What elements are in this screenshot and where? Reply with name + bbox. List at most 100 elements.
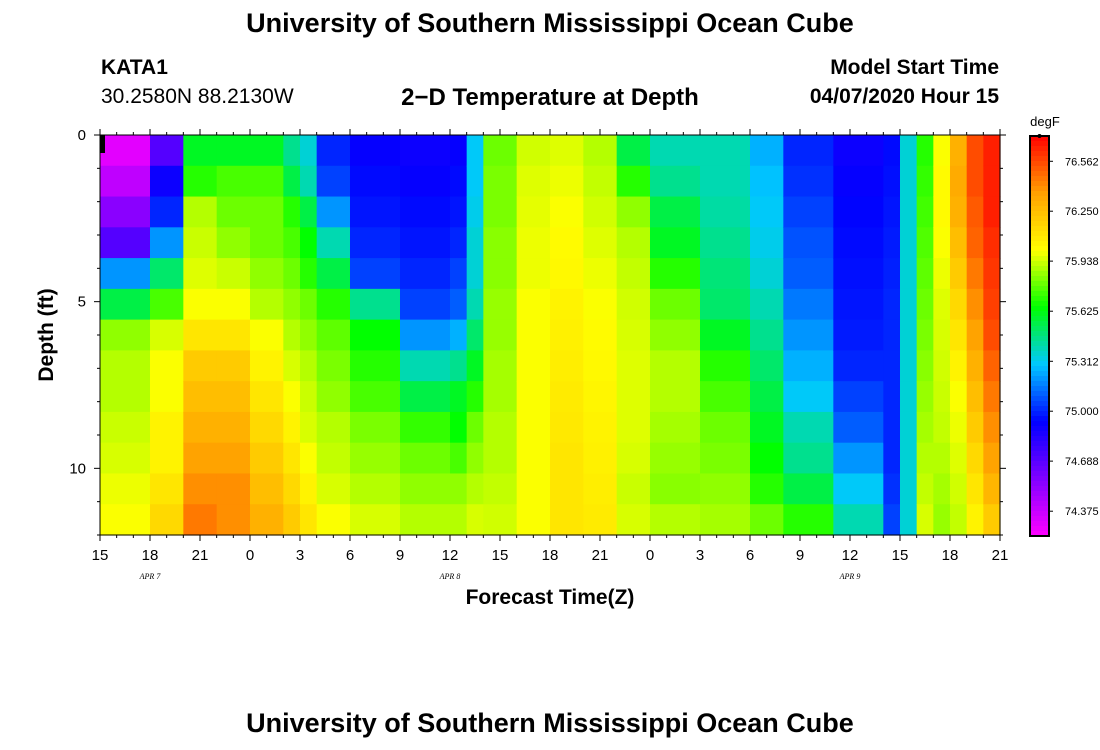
heatmap-cell bbox=[700, 381, 751, 413]
colorbar-segment bbox=[1030, 386, 1049, 392]
heatmap-cell bbox=[583, 504, 618, 536]
colorbar-tick-label: 76.562 bbox=[1065, 156, 1099, 168]
heatmap-cell bbox=[183, 196, 218, 228]
heatmap-cell bbox=[216, 381, 251, 413]
heatmap-cell bbox=[183, 411, 218, 444]
heatmap-cell bbox=[450, 196, 468, 228]
colorbar-segment bbox=[1030, 156, 1049, 162]
date-label: APR 9 bbox=[839, 572, 861, 581]
heatmap-cell bbox=[750, 258, 784, 290]
heatmap-cell bbox=[250, 381, 284, 413]
heatmap-cell bbox=[450, 258, 468, 290]
heatmap-cell bbox=[516, 258, 551, 290]
heatmap-cell bbox=[216, 135, 251, 167]
heatmap-cell bbox=[783, 319, 834, 351]
x-tick-label: 12 bbox=[842, 547, 859, 564]
colorbar-segment bbox=[1030, 226, 1049, 232]
heatmap-cell bbox=[183, 350, 218, 382]
colorbar-segment bbox=[1030, 411, 1049, 417]
heatmap-cell bbox=[516, 196, 551, 228]
heatmap-cell bbox=[616, 258, 651, 290]
heatmap-cell bbox=[550, 258, 584, 290]
heatmap-cell bbox=[783, 381, 834, 413]
heatmap-cell bbox=[350, 135, 401, 167]
colorbar-segment bbox=[1030, 241, 1049, 247]
colorbar-segment bbox=[1030, 381, 1049, 387]
heatmap-cell bbox=[650, 319, 701, 351]
heatmap-cell bbox=[783, 227, 834, 259]
heatmap-cell bbox=[550, 288, 584, 321]
heatmap-cell bbox=[583, 350, 618, 382]
heatmap-cell bbox=[300, 165, 318, 198]
heatmap-cell bbox=[616, 288, 651, 321]
heatmap-cell bbox=[750, 227, 784, 259]
heatmap-cell bbox=[483, 258, 518, 290]
colorbar-segment bbox=[1030, 456, 1049, 462]
heatmap-cell bbox=[966, 135, 984, 167]
heatmap-cell bbox=[183, 288, 218, 321]
heatmap-cell bbox=[883, 165, 901, 198]
x-tick-label: 18 bbox=[542, 547, 559, 564]
heatmap-cell bbox=[833, 196, 884, 228]
colorbar-unit: degF bbox=[1030, 114, 1060, 129]
colorbar-segment bbox=[1030, 296, 1049, 302]
heatmap-cell bbox=[466, 258, 484, 290]
colorbar-segment bbox=[1030, 476, 1049, 482]
heatmap-cell bbox=[150, 504, 184, 536]
heatmap-cell bbox=[950, 381, 968, 413]
heatmap-cell bbox=[283, 165, 301, 198]
heatmap-cell bbox=[316, 196, 351, 228]
heatmap-cell bbox=[833, 258, 884, 290]
heatmap-cell bbox=[483, 288, 518, 321]
heatmap-cell bbox=[550, 411, 584, 444]
heatmap-cell bbox=[516, 504, 551, 536]
heatmap-cell bbox=[966, 473, 984, 505]
heatmap-cell bbox=[933, 135, 951, 167]
colorbar-segment bbox=[1030, 181, 1049, 187]
heatmap-cell bbox=[833, 350, 884, 382]
colorbar-segment bbox=[1030, 306, 1049, 312]
heatmap-cell bbox=[250, 319, 284, 351]
heatmap-cell bbox=[700, 165, 751, 198]
heatmap-cell bbox=[583, 381, 618, 413]
colorbar-segment bbox=[1030, 266, 1049, 272]
heatmap-cell bbox=[100, 227, 151, 259]
heatmap-cell bbox=[933, 227, 951, 259]
heatmap-cell bbox=[466, 196, 484, 228]
heatmap-cell bbox=[283, 258, 301, 290]
heatmap-cell bbox=[100, 442, 151, 475]
heatmap-cell bbox=[350, 288, 401, 321]
heatmap-cell bbox=[350, 381, 401, 413]
colorbar-segment bbox=[1030, 191, 1049, 197]
heatmap-cell bbox=[900, 504, 918, 536]
heatmap-cell bbox=[700, 258, 751, 290]
heatmap-cell bbox=[316, 258, 351, 290]
colorbar-tick-label: 74.688 bbox=[1065, 456, 1099, 468]
heatmap-cell bbox=[966, 411, 984, 444]
heatmap-cell bbox=[833, 381, 884, 413]
heatmap-cell bbox=[450, 288, 468, 321]
heatmap-cell bbox=[833, 411, 884, 444]
heatmap-cell bbox=[750, 381, 784, 413]
heatmap-cell bbox=[583, 319, 618, 351]
colorbar-segment bbox=[1030, 176, 1049, 182]
colorbar-segment bbox=[1030, 441, 1049, 447]
heatmap-cell bbox=[150, 411, 184, 444]
heatmap-cell bbox=[950, 350, 968, 382]
heatmap-cell bbox=[516, 381, 551, 413]
heatmap-cell bbox=[483, 227, 518, 259]
heatmap-cell bbox=[650, 442, 701, 475]
heatmap-cell bbox=[150, 473, 184, 505]
heatmap-cell bbox=[833, 165, 884, 198]
y-tick-label: 5 bbox=[78, 294, 86, 311]
heatmap-cell bbox=[350, 473, 401, 505]
heatmap-cell bbox=[466, 473, 484, 505]
colorbar-segment bbox=[1030, 366, 1049, 372]
colorbar-segment bbox=[1030, 291, 1049, 297]
heatmap-cell bbox=[150, 227, 184, 259]
heatmap-cell bbox=[150, 319, 184, 351]
heatmap-cell bbox=[466, 227, 484, 259]
heatmap-cell bbox=[150, 288, 184, 321]
x-tick-label: 15 bbox=[492, 547, 509, 564]
heatmap-cell bbox=[100, 319, 151, 351]
